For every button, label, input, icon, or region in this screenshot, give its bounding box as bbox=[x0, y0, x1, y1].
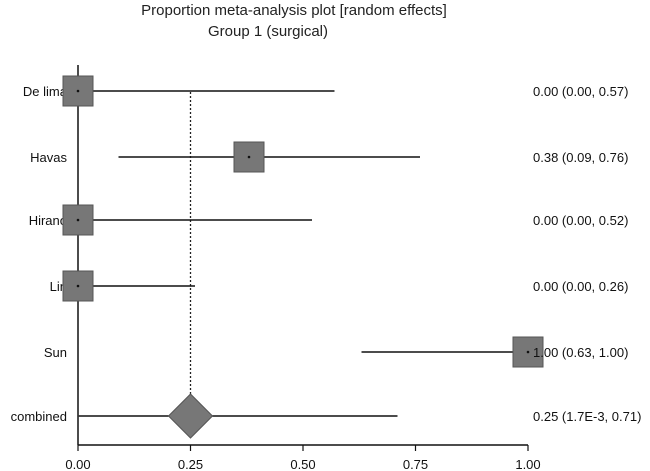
x-tick-label: 0.25 bbox=[178, 457, 203, 471]
estimate-ci-text: 0.00 (0.00, 0.26) bbox=[533, 279, 628, 294]
study-label: De lima bbox=[23, 84, 68, 99]
point-estimate-dot bbox=[247, 155, 251, 159]
study-label: Havas bbox=[30, 150, 67, 165]
study-label: combined bbox=[11, 409, 67, 424]
x-tick-label: 1.00 bbox=[515, 457, 540, 471]
estimate-ci-text: 1.00 (0.63, 1.00) bbox=[533, 345, 628, 360]
chart-title: Proportion meta-analysis plot [random ef… bbox=[141, 2, 447, 19]
point-estimate-dot bbox=[76, 218, 80, 222]
estimate-ci-text: 0.38 (0.09, 0.76) bbox=[533, 150, 628, 165]
study-label: Sun bbox=[44, 345, 67, 360]
estimate-ci-text: 0.00 (0.00, 0.57) bbox=[533, 84, 628, 99]
x-tick-label: 0.50 bbox=[290, 457, 315, 471]
combined-diamond bbox=[167, 393, 214, 439]
point-estimate-dot bbox=[526, 350, 530, 354]
chart-subtitle: Group 1 (surgical) bbox=[208, 23, 328, 40]
x-tick-label: 0.00 bbox=[65, 457, 90, 471]
x-tick-label: 0.75 bbox=[403, 457, 428, 471]
study-marker bbox=[62, 75, 94, 107]
point-estimate-dot bbox=[76, 284, 80, 288]
estimate-ci-text: 0.25 (1.7E-3, 0.71) bbox=[533, 409, 641, 424]
study-rows: De lima 0.00 (0.00, 0.57) Havas 0.38 (0.09,… bbox=[11, 75, 641, 439]
study-label: Hirano bbox=[29, 213, 67, 228]
estimate-ci-text: 0.00 (0.00, 0.52) bbox=[533, 213, 628, 228]
axes: 0.00 0.25 0.50 0.75 1.00 bbox=[65, 65, 541, 471]
point-estimate-dot bbox=[76, 89, 80, 93]
